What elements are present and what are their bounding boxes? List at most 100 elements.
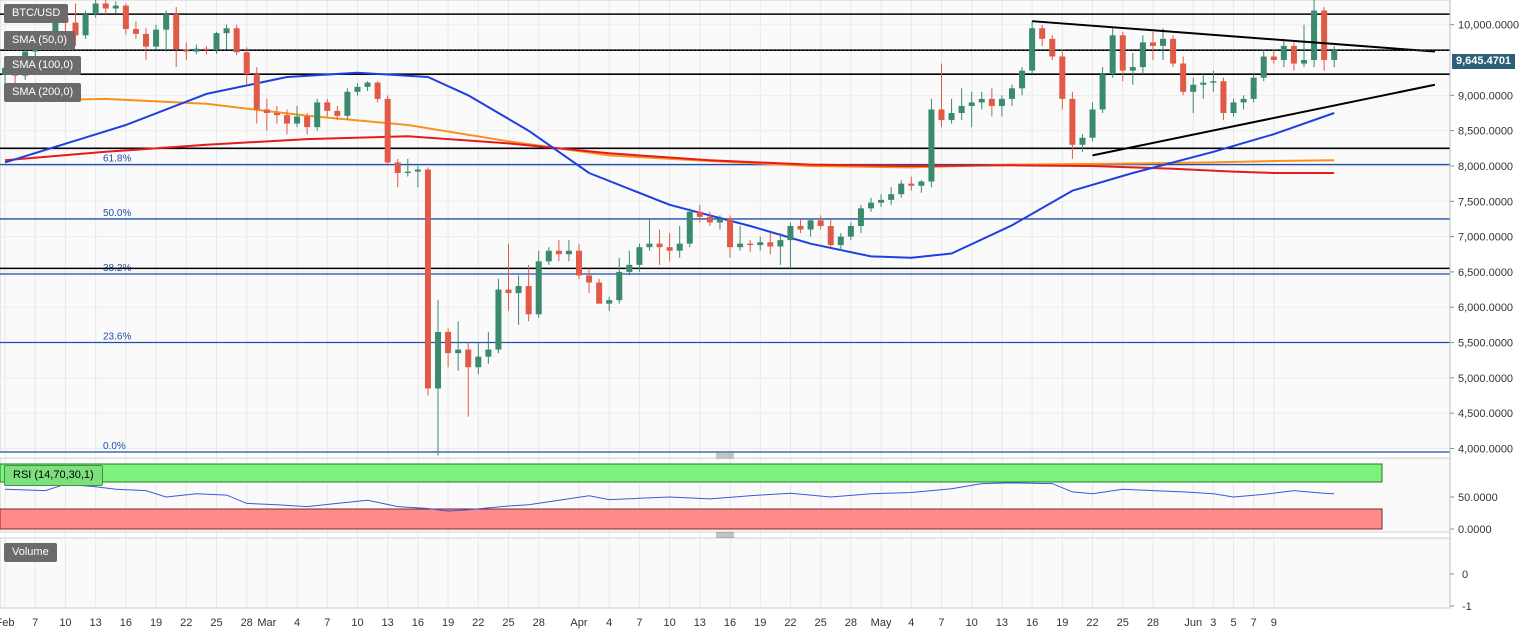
candle: [253, 67, 260, 124]
candle: [334, 105, 341, 121]
candle-body: [1260, 56, 1267, 78]
candle-body: [767, 242, 774, 247]
date-tick-label: Mar: [257, 617, 276, 629]
date-tick-label: 28: [241, 617, 253, 629]
candle: [1311, 0, 1318, 68]
candle-body: [868, 202, 875, 209]
candle-body: [273, 113, 280, 116]
rsi-tick-label: 50.0000: [1458, 492, 1498, 504]
date-tick-label: 10: [966, 617, 978, 629]
candle-body: [92, 3, 99, 15]
date-tick-label: 28: [1147, 617, 1159, 629]
pane-resize-handle[interactable]: [716, 532, 734, 538]
date-tick-label: 25: [210, 617, 222, 629]
candle: [958, 88, 965, 121]
candle: [404, 158, 411, 177]
candle: [908, 176, 915, 191]
candle-body: [1119, 35, 1126, 71]
candle-body: [1039, 28, 1046, 39]
candle-body: [1311, 10, 1318, 61]
candle: [706, 211, 713, 226]
candle: [918, 180, 925, 193]
candle: [727, 215, 734, 258]
candle-body: [82, 14, 89, 36]
candle: [777, 233, 784, 265]
sma100-label[interactable]: SMA (100,0): [4, 56, 82, 75]
candle: [384, 95, 391, 166]
candle-body: [223, 28, 230, 34]
candle-body: [586, 275, 593, 283]
candle-body: [414, 169, 421, 172]
candle-body: [747, 243, 754, 246]
candle-body: [253, 74, 260, 110]
sma50-label[interactable]: SMA (50,0): [4, 31, 76, 50]
date-tick-label: 13: [382, 617, 394, 629]
candle: [1300, 24, 1307, 68]
date-tick-label: 16: [724, 617, 736, 629]
candle-body: [847, 226, 854, 237]
candle-body: [394, 162, 401, 174]
candle: [636, 243, 643, 272]
candle: [223, 24, 230, 50]
candle-body: [525, 286, 532, 315]
candle-body: [1180, 63, 1187, 92]
candle-body: [1139, 42, 1146, 68]
symbol-label[interactable]: BTC/USD: [4, 4, 69, 23]
candle-body: [213, 33, 220, 51]
sma200-line: [4, 135, 1335, 174]
candle: [716, 215, 723, 230]
candle-body: [968, 102, 975, 106]
candle: [938, 63, 945, 128]
candle: [505, 243, 512, 311]
candle: [1079, 134, 1086, 152]
candle-body: [1280, 45, 1287, 61]
date-tick-label: 10: [59, 617, 71, 629]
candle: [535, 250, 542, 318]
candle-body: [183, 49, 190, 52]
candle-body: [727, 218, 734, 248]
date-tick-label: 19: [1056, 617, 1068, 629]
sma200-label[interactable]: SMA (200,0): [4, 83, 82, 102]
candle: [978, 91, 985, 110]
date-tick-label: Apr: [570, 617, 587, 629]
candle: [1200, 74, 1207, 99]
date-tick-label: 22: [180, 617, 192, 629]
candle: [1170, 35, 1177, 68]
candle-body: [1240, 98, 1247, 103]
candle: [243, 47, 250, 85]
date-tick-label: 25: [815, 617, 827, 629]
candle: [445, 328, 452, 368]
candle: [656, 229, 663, 265]
candle: [998, 95, 1005, 117]
candle: [676, 226, 683, 258]
candle: [143, 28, 150, 61]
rsi-label[interactable]: RSI (14,70,30,1): [4, 465, 103, 486]
candle-body: [445, 331, 452, 354]
candle-body: [596, 282, 603, 304]
candle-body: [354, 86, 361, 92]
volume-tick-label: -1: [1462, 601, 1472, 613]
candle-body: [696, 211, 703, 217]
candle: [1059, 49, 1066, 110]
candle-body: [1160, 38, 1167, 46]
candle: [354, 83, 361, 96]
candle: [435, 300, 442, 456]
candle-body: [475, 356, 482, 368]
candle: [163, 10, 170, 52]
candle: [968, 91, 975, 128]
candle: [1129, 52, 1136, 85]
candle-body: [777, 240, 784, 247]
candle-body: [837, 236, 844, 246]
candle: [868, 197, 875, 212]
candle: [1119, 31, 1126, 82]
date-tick-label: 13: [996, 617, 1008, 629]
volume-label[interactable]: Volume: [4, 543, 57, 562]
candle-body: [888, 194, 895, 200]
candle: [1280, 38, 1287, 68]
candle: [515, 275, 522, 325]
pane-resize-handle[interactable]: [716, 453, 734, 459]
candle-body: [787, 226, 794, 241]
candle: [294, 105, 301, 128]
price-tick-label: 5,500.0000: [1458, 338, 1513, 350]
